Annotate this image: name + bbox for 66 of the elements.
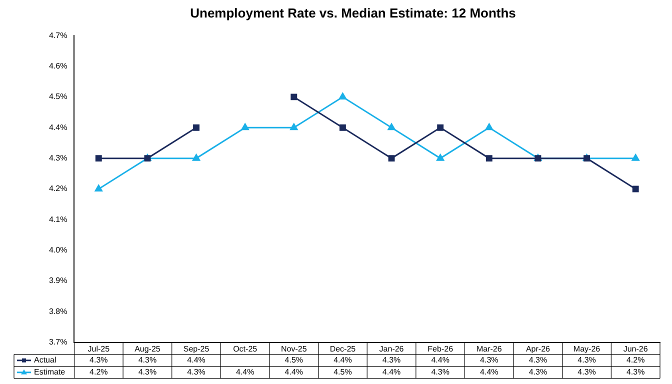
point: [388, 155, 395, 162]
x-tick-label: Nov-25: [281, 344, 308, 354]
point: [632, 154, 640, 161]
x-tick-label: May-26: [573, 344, 601, 354]
data-label: 4.3%: [528, 368, 548, 377]
data-label: 4.4%: [187, 356, 206, 365]
x-tick-label: Sep-25: [183, 344, 210, 354]
data-label: 4.2%: [90, 368, 108, 377]
data-label: 4.4%: [284, 368, 304, 377]
data-label: 4.3%: [480, 356, 498, 365]
point: [436, 154, 444, 161]
legend-label: Actual: [34, 356, 56, 365]
x-tick-label: Jul-25: [88, 344, 110, 354]
y-tick-label: 3.8%: [49, 306, 68, 316]
data-label: 4.5%: [334, 368, 352, 377]
data-label: 4.4%: [236, 368, 254, 377]
data-label: 4.4%: [480, 368, 498, 377]
point: [95, 155, 102, 162]
data-label: 4.3%: [528, 356, 548, 365]
data-label: 4.5%: [284, 356, 304, 365]
y-tick-label: 4.1%: [49, 214, 68, 224]
point: [437, 124, 444, 131]
x-tick-label: Dec-25: [330, 344, 356, 354]
x-tick-label: Oct-25: [233, 344, 258, 354]
x-tick-label: Jan-26: [379, 344, 404, 354]
data-label: 4.3%: [187, 368, 206, 377]
point: [632, 186, 639, 192]
x-tick-label: Mar-26: [476, 344, 502, 354]
data-label: 4.3%: [626, 368, 645, 377]
data-label: 4.4%: [431, 356, 450, 365]
point: [339, 124, 346, 131]
legend-label: Estimate: [34, 368, 66, 377]
data-label: 4.3%: [431, 368, 450, 377]
y-tick-label: 4.4%: [49, 122, 68, 132]
point: [486, 155, 492, 162]
y-tick-label: 4.3%: [49, 154, 68, 163]
point: [290, 94, 298, 100]
y-tick-label: 3.7%: [49, 338, 68, 347]
data-label: 4.4%: [334, 356, 352, 365]
data-label: 4.3%: [578, 356, 596, 365]
data-label: 4.2%: [626, 356, 645, 365]
point: [94, 184, 102, 192]
data-label: 4.4%: [382, 368, 401, 377]
point: [192, 154, 200, 161]
data-label: 4.3%: [382, 356, 401, 365]
chart-title: Unemployment Rate vs. Median Estimate: 12 Months: [190, 5, 516, 20]
data-label: 4.3%: [578, 368, 596, 377]
y-tick-label: 3.9%: [49, 276, 68, 286]
y-tick-label: 4.2%: [49, 184, 68, 194]
x-tick-label: Apr-26: [526, 344, 551, 354]
point: [338, 92, 346, 100]
point: [388, 123, 396, 130]
y-tick-label: 4.5%: [49, 92, 68, 102]
data-label: 4.3%: [90, 356, 108, 365]
data-label: 4.3%: [138, 356, 157, 365]
data-label: 4.3%: [138, 368, 157, 377]
point: [485, 123, 493, 130]
x-tick-label: Jun-26: [623, 344, 648, 354]
x-tick-label: Aug-25: [134, 344, 161, 354]
y-tick-label: 4.0%: [49, 246, 68, 255]
point: [193, 124, 200, 131]
y-tick-label: 4.6%: [49, 61, 68, 70]
point: [290, 123, 298, 130]
point: [241, 123, 249, 130]
x-tick-label: Feb-26: [428, 344, 454, 354]
y-tick-label: 4.7%: [49, 30, 68, 40]
